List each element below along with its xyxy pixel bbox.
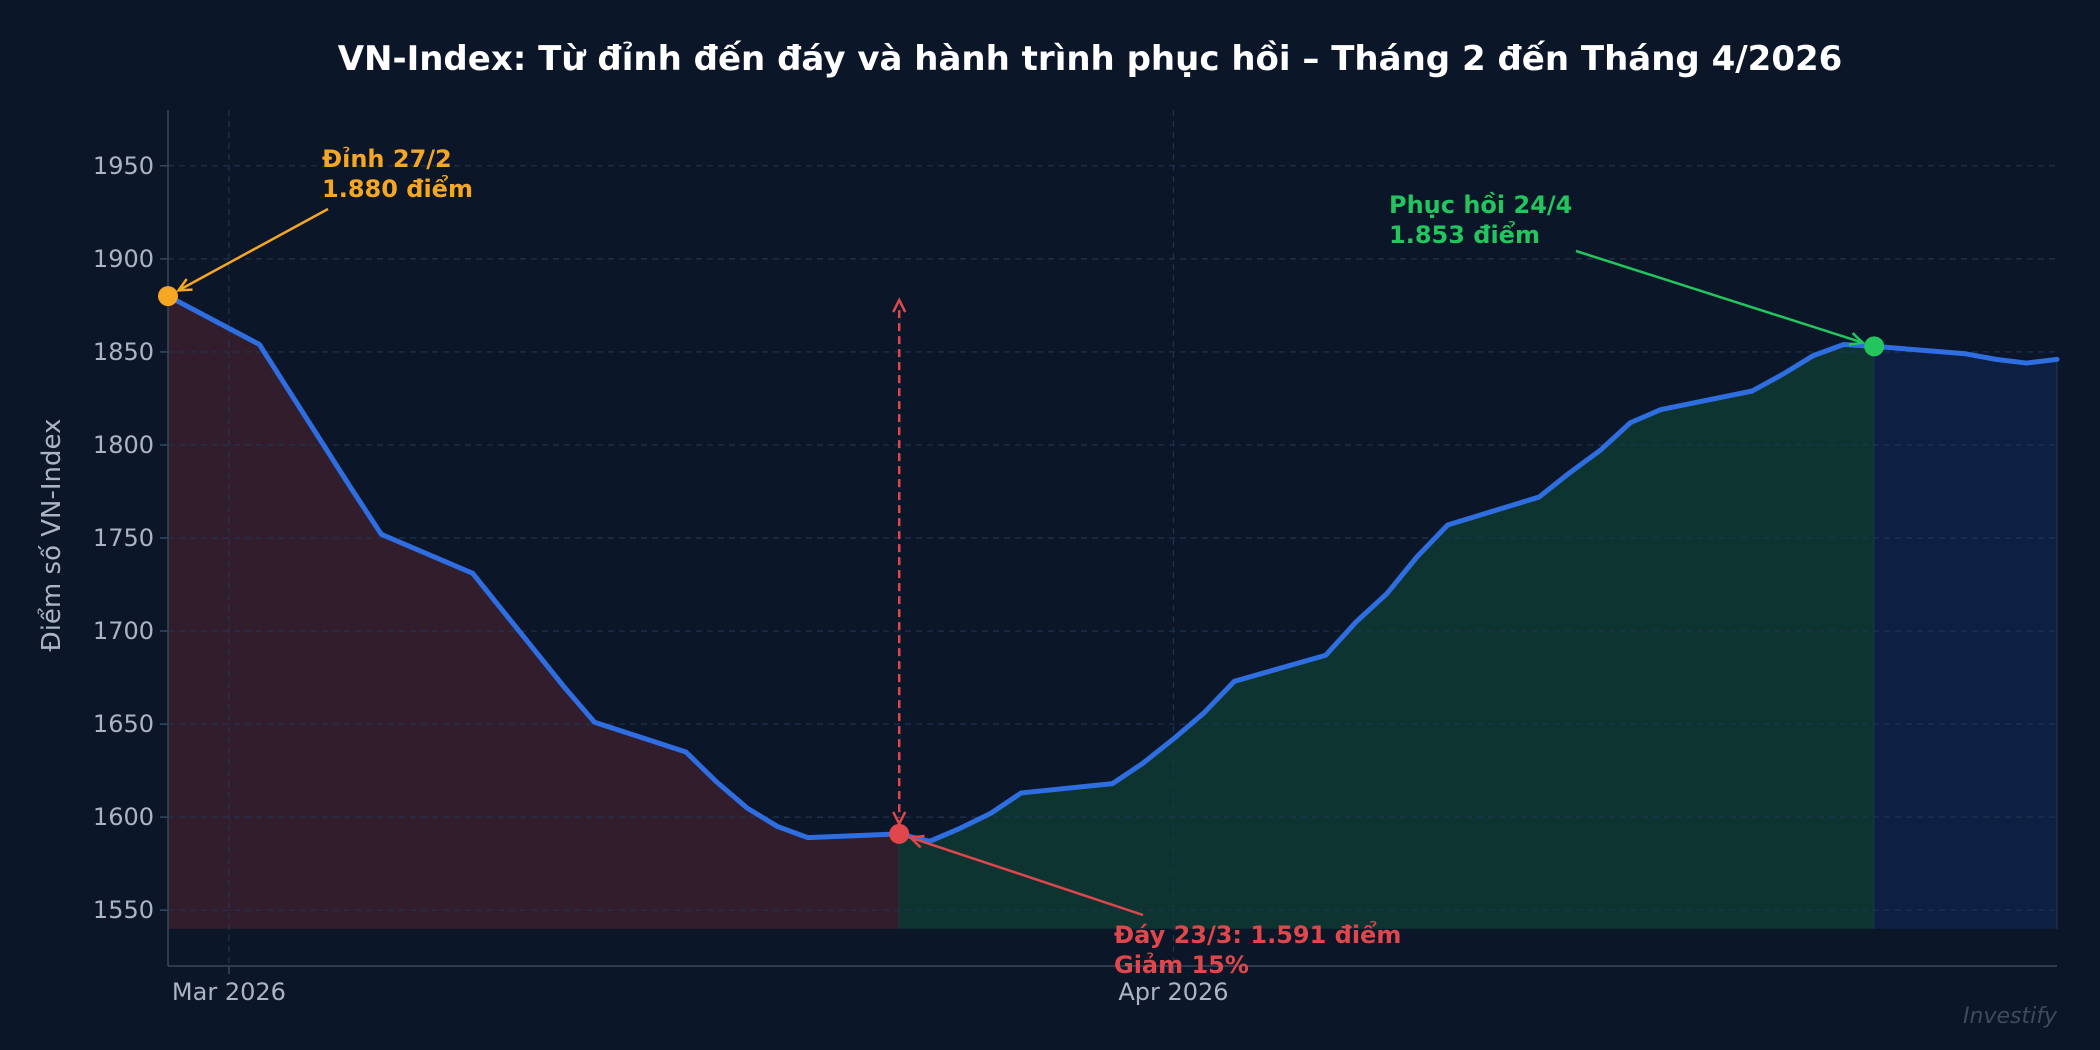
peak-arrow bbox=[177, 207, 329, 292]
peak-label: 1.880 điểm bbox=[322, 173, 473, 203]
y-tick-label: 1550 bbox=[93, 896, 154, 924]
recovery-arrow-head bbox=[1848, 332, 1866, 346]
drop-arrow-head-bottom bbox=[892, 811, 907, 827]
recovery-marker bbox=[1864, 336, 1885, 357]
y-tick-label: 1950 bbox=[93, 152, 154, 180]
y-tick-label: 1600 bbox=[93, 803, 154, 831]
y-tick-label: 1850 bbox=[93, 338, 154, 366]
recovery-arrow bbox=[1575, 249, 1864, 344]
recovery-label: 1.853 điểm bbox=[1389, 219, 1540, 249]
x-tick-label: Mar 2026 bbox=[172, 978, 286, 1006]
recovery-label: Phục hồi 24/4 bbox=[1389, 191, 1572, 219]
drop-arrow-head-top bbox=[892, 297, 907, 313]
shaded-region-0 bbox=[168, 296, 900, 929]
trough-arrow-head bbox=[907, 834, 925, 849]
y-axis-label: Điểm số VN-Index bbox=[36, 419, 67, 652]
y-tick-label: 1900 bbox=[93, 245, 154, 273]
shaded-region-1 bbox=[899, 344, 1875, 929]
y-tick-label: 1750 bbox=[93, 524, 154, 552]
series-line bbox=[165, 293, 2060, 844]
series-layer bbox=[165, 293, 2060, 844]
x-tick-label: Apr 2026 bbox=[1118, 978, 1228, 1006]
chart-title: VN-Index: Từ đỉnh đến đáy và hành trình … bbox=[338, 39, 1843, 79]
annotations-layer: Đỉnh 27/21.880 điểm Đáy 23/3: 1.591 điểmG… bbox=[158, 145, 1885, 979]
shaded-region-2 bbox=[1874, 346, 2057, 929]
peak-arrow-head bbox=[176, 278, 193, 292]
y-tick-label: 1650 bbox=[93, 710, 154, 738]
watermark: Investify bbox=[1963, 1004, 2058, 1029]
peak-marker bbox=[158, 286, 178, 307]
axes: 1550 1600 1650 1700 1750 1800 1850 1900 1950 Mar … bbox=[93, 110, 2057, 1006]
shaded-regions bbox=[168, 296, 2058, 929]
grid-lines bbox=[168, 110, 2057, 966]
peak-label: Đỉnh 27/2 bbox=[322, 145, 452, 173]
trough-label: Giảm 15% bbox=[1114, 951, 1249, 979]
trough-marker bbox=[889, 823, 910, 844]
y-tick-label: 1800 bbox=[93, 431, 154, 459]
trough-arrow bbox=[910, 836, 1144, 917]
trough-label: Đáy 23/3: 1.591 điểm bbox=[1114, 919, 1401, 949]
y-tick-label: 1700 bbox=[93, 617, 154, 645]
